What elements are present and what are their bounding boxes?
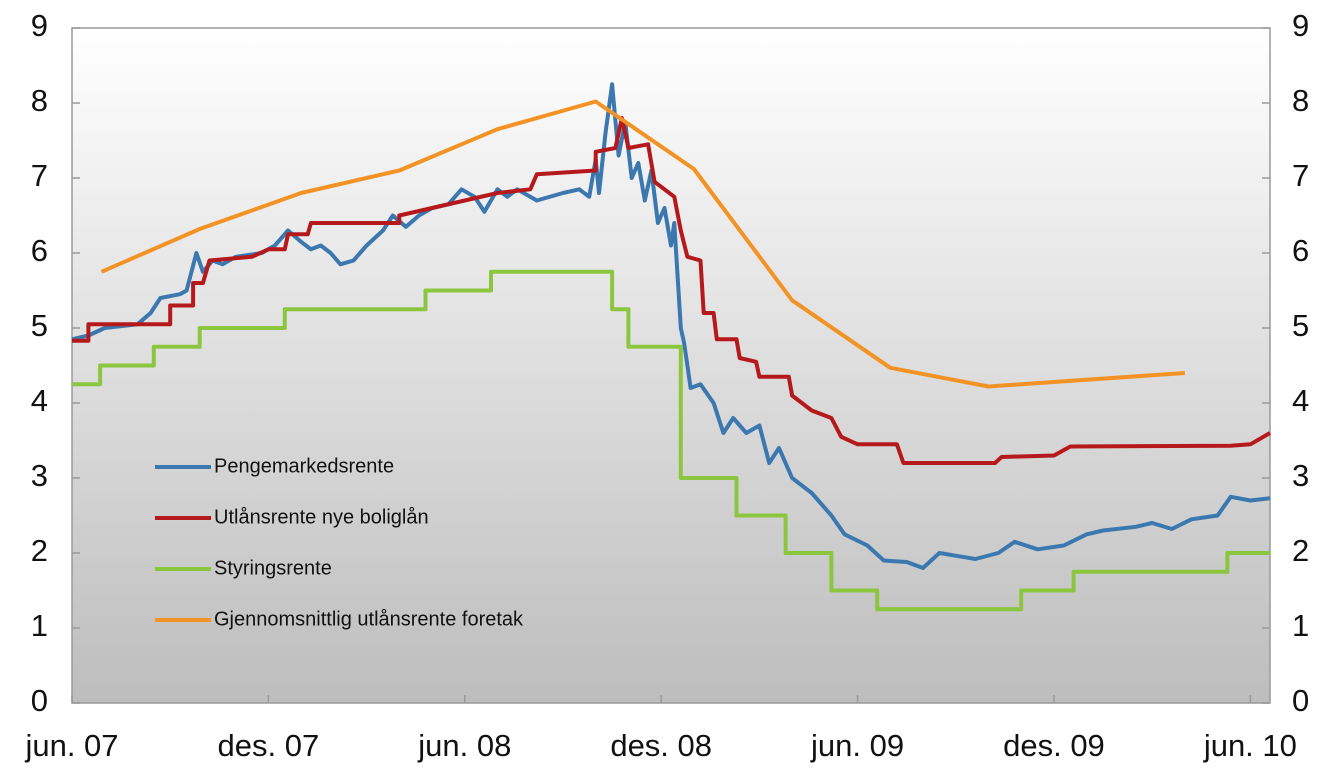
y2-tick-label: 6	[1292, 233, 1309, 268]
x-tick-label: jun. 07	[24, 728, 118, 763]
y-tick-label: 5	[31, 308, 48, 343]
y-tick-label: 4	[31, 383, 48, 418]
y2-tick-label: 7	[1292, 158, 1309, 193]
series-line	[100, 99, 1186, 389]
x-tick-label: jun. 10	[1203, 728, 1297, 763]
y-tick-label: 8	[31, 83, 48, 118]
y2-tick-label: 3	[1292, 458, 1309, 493]
y-tick-label: 0	[31, 683, 48, 718]
y-tick-label: 6	[31, 233, 48, 268]
y-tick-label: 3	[31, 458, 48, 493]
legend-label: Utlånsrente nye boliglån	[214, 506, 429, 528]
y2-tick-label: 0	[1292, 683, 1309, 718]
y2-tick-label: 4	[1292, 383, 1309, 418]
x-tick-label: jun. 09	[810, 728, 904, 763]
y-tick-label: 7	[31, 158, 48, 193]
y-tick-label: 2	[31, 533, 48, 568]
x-tick-label: des. 08	[610, 728, 712, 763]
y2-tick-label: 5	[1292, 308, 1309, 343]
legend-label: Pengemarkedsrente	[214, 455, 394, 477]
legend-label: Gjennomsnittlig utlånsrente foretak	[214, 608, 524, 630]
y2-tick-label: 2	[1292, 533, 1309, 568]
y-tick-label: 9	[31, 8, 48, 43]
y2-tick-label: 9	[1292, 8, 1309, 43]
x-tick-label: jun. 08	[417, 728, 511, 763]
plot-area	[71, 27, 1271, 704]
y2-tick-label: 1	[1292, 608, 1309, 643]
series-line	[72, 269, 1270, 612]
x-tick-label: des. 09	[1003, 728, 1105, 763]
y-tick-label: 1	[31, 608, 48, 643]
x-tick-label: des. 07	[218, 728, 320, 763]
series-line	[72, 116, 1271, 465]
legend-label: Styringsrente	[214, 557, 332, 579]
y2-tick-label: 8	[1292, 83, 1309, 118]
